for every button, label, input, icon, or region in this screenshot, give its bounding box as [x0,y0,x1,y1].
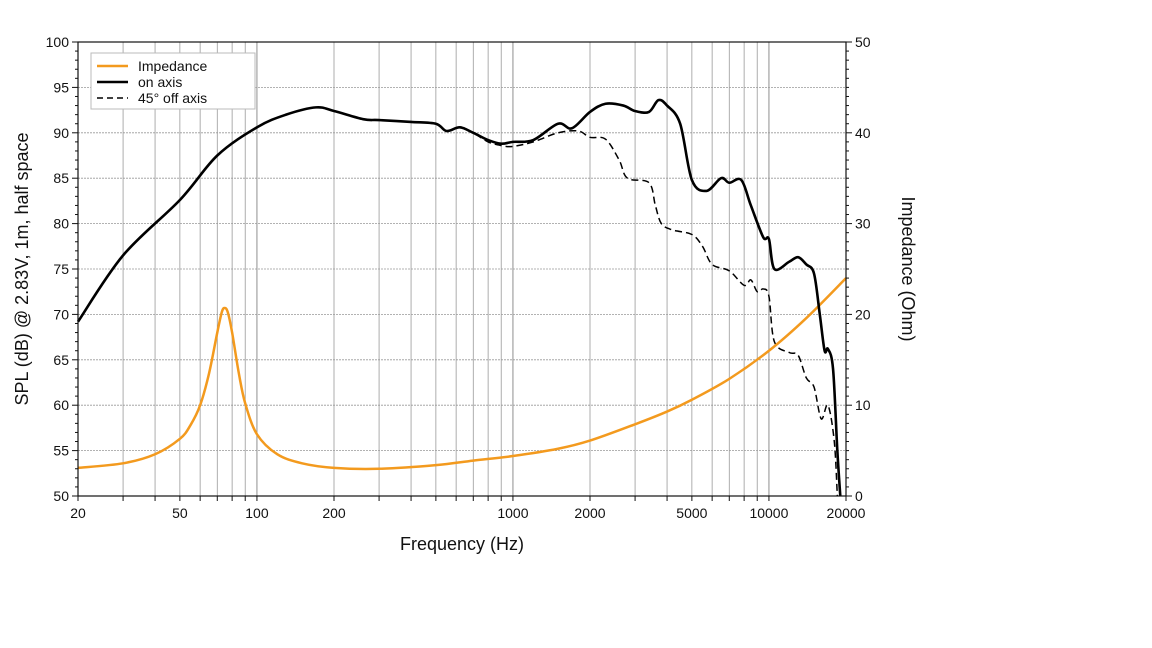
x-tick-label: 20000 [827,505,866,521]
series-line-45-off-axis [77,106,839,497]
x-axis-label: Frequency (Hz) [400,534,524,554]
y2-tick-label: 10 [855,397,871,413]
y2-tick-label: 30 [855,216,871,232]
y-tick-label: 65 [53,352,69,368]
y2-axis-label: Impedance (Ohm) [898,196,918,341]
y-axis-label: SPL (dB) @ 2.83V, 1m, half space [12,132,32,405]
y-tick-label: 60 [53,397,69,413]
legend-label-on-axis: on axis [138,74,182,90]
x-tick-label: 20 [70,505,86,521]
plot-frame [77,41,847,497]
y2-tick-label: 40 [855,125,871,141]
grid [77,41,847,497]
y-tick-label: 70 [53,306,69,322]
x-tick-label: 5000 [676,505,707,521]
series-line-on-axis [76,98,842,497]
y-tick-label: 95 [53,79,69,95]
x-tick-label: 2000 [574,505,605,521]
y-tick-label: 55 [53,443,69,459]
x-tick-label: 50 [172,505,188,521]
x-tick-label: 10000 [749,505,788,521]
legend-label-impedance: Impedance [138,58,207,74]
y-tick-label: 90 [53,125,69,141]
x-tick-label: 100 [245,505,269,521]
legend-label-off-axis: 45° off axis [138,90,207,106]
y-tick-label: 100 [46,34,70,50]
y2-tick-label: 50 [855,34,871,50]
y-tick-label: 80 [53,216,69,232]
ticks: 20 50 100 200 1000 2000 5000 10000 2000050556065… [46,34,871,521]
series-layer [76,98,847,497]
series-line-impedance [77,277,847,471]
x-tick-label: 1000 [497,505,528,521]
y2-tick-label: 20 [855,306,871,322]
y-tick-label: 75 [53,261,69,277]
y2-tick-label: 0 [855,488,863,504]
x-tick-label: 200 [322,505,346,521]
legend: Impedance on axis 45° off axis [90,52,256,110]
y-tick-label: 50 [53,488,69,504]
y-tick-label: 85 [53,170,69,186]
